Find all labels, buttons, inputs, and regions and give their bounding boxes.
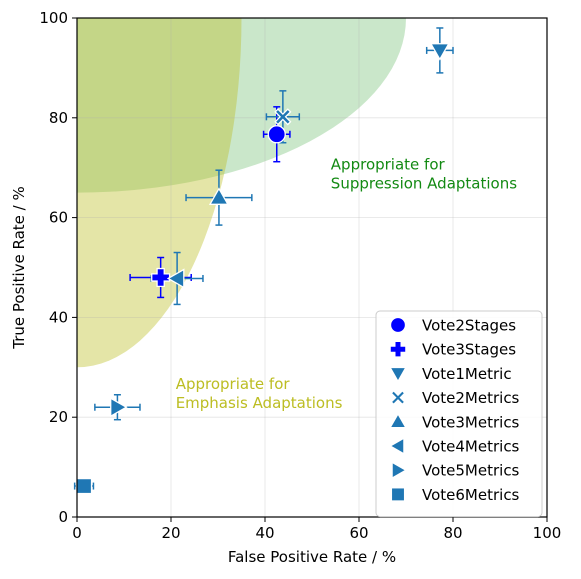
legend-entry-label: Vote6Metrics bbox=[422, 486, 520, 504]
x-tick-label: 100 bbox=[533, 524, 562, 542]
legend-marker-vote3metrics bbox=[389, 412, 407, 429]
legend-entry-label: Vote4Metrics bbox=[422, 438, 520, 456]
y-axis-label: True Positive Rate / % bbox=[10, 186, 28, 349]
legend-marker-vote1metric bbox=[389, 366, 407, 383]
x-axis-ticks: 0 20 40 60 80 100 bbox=[72, 517, 561, 542]
vote4metrics-marker bbox=[166, 268, 185, 289]
region-label-line: Appropriate for bbox=[331, 156, 446, 174]
data-markers bbox=[75, 43, 450, 495]
y-tick-label: 40 bbox=[49, 308, 68, 326]
plot-frame bbox=[76, 17, 548, 518]
region-label-line: Suppression Adaptations bbox=[331, 175, 517, 193]
legend-entry-label: Vote5Metrics bbox=[422, 462, 520, 480]
legend-entry-label: Vote3Stages bbox=[422, 341, 516, 359]
legend-box bbox=[375, 310, 543, 518]
vote3stages-marker bbox=[151, 267, 171, 288]
legend-entry-label: Vote1Metric bbox=[422, 365, 512, 383]
legend-marker-vote2stages bbox=[389, 316, 407, 334]
vote2stages-marker bbox=[267, 125, 286, 144]
vote2metrics-marker bbox=[274, 108, 292, 126]
legend-marker-vote2metrics bbox=[390, 389, 406, 406]
legend-marker-vote6metrics bbox=[390, 487, 406, 502]
y-tick-label: 60 bbox=[49, 209, 68, 227]
y-tick-label: 20 bbox=[49, 408, 68, 426]
x-tick-label: 60 bbox=[349, 524, 368, 542]
legend-marker-vote4metrics bbox=[388, 437, 405, 455]
y-tick-label: 80 bbox=[49, 109, 68, 127]
vote5metrics-marker bbox=[110, 397, 128, 418]
legend-marker-vote5metrics bbox=[391, 461, 408, 480]
x-tick-label: 80 bbox=[443, 524, 462, 542]
legend-entry-label: Vote2Stages bbox=[422, 317, 516, 335]
region-label-line: Emphasis Adaptations bbox=[176, 394, 343, 412]
legend-marker-vote3stages bbox=[389, 340, 407, 358]
x-tick-label: 40 bbox=[255, 524, 274, 542]
y-tick-label: 0 bbox=[58, 508, 68, 526]
emphasis-region bbox=[77, 18, 242, 368]
y-axis-ticks: 0 20 40 60 80 100 bbox=[39, 9, 77, 526]
x-tick-label: 20 bbox=[161, 524, 180, 542]
legend: Vote2Stages Vote3Stages Vote1Metric Vote2Me… bbox=[375, 310, 543, 518]
legend-entry-label: Vote3Metrics bbox=[422, 413, 520, 431]
region-label-line: Appropriate for bbox=[176, 375, 291, 393]
adaptation-regions bbox=[77, 18, 406, 368]
suppression-region bbox=[77, 18, 406, 193]
vote3metrics-marker bbox=[208, 187, 229, 205]
legend-entry-label: Vote2Metrics bbox=[422, 389, 520, 407]
vote6metrics-marker bbox=[75, 477, 93, 495]
y-tick-label: 100 bbox=[39, 9, 68, 27]
x-axis-label: False Positive Rate / % bbox=[228, 548, 396, 566]
x-tick-label: 0 bbox=[72, 524, 82, 542]
vote1metric-marker bbox=[429, 43, 450, 61]
